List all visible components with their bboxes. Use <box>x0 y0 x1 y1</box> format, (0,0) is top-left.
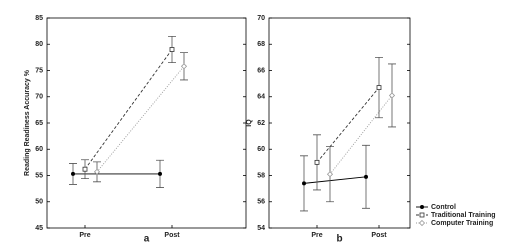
marker <box>388 92 396 99</box>
legend-label: Traditional Training <box>431 212 496 219</box>
y-tick-label: 54 <box>257 225 265 232</box>
x-tick-label: Post <box>164 232 180 239</box>
marker <box>364 174 368 179</box>
y-tick-label: 60 <box>35 146 43 153</box>
x-tick-label: Pre <box>311 232 322 239</box>
plot-frame <box>268 17 411 229</box>
x-tick-label: Post <box>371 232 387 239</box>
panel-label: a <box>144 234 150 245</box>
series-line <box>84 49 173 170</box>
series-line <box>96 66 185 173</box>
series-line <box>316 87 380 163</box>
marker <box>82 166 88 172</box>
marker <box>93 168 101 175</box>
marker <box>158 171 162 176</box>
y-tick-label: 55 <box>35 172 43 179</box>
x-tick-label: Pre <box>79 232 90 239</box>
y-tick-label: 60 <box>257 146 265 153</box>
marker <box>376 85 382 90</box>
y-tick-label: 50 <box>35 199 43 206</box>
y-tick-label: 58 <box>257 172 265 179</box>
y-tick-label: 68 <box>257 41 265 48</box>
marker <box>418 219 426 227</box>
series-line <box>303 176 367 184</box>
legend-label: Control <box>431 204 456 211</box>
y-tick-label: 65 <box>35 120 43 127</box>
legend-label: Computer Training <box>431 220 493 227</box>
y-tick-label: 62 <box>257 120 265 127</box>
plot-frame <box>46 17 247 229</box>
marker <box>169 47 175 52</box>
y-tick-label: 70 <box>35 94 43 101</box>
marker <box>302 181 306 186</box>
y-tick-label: 56 <box>257 199 265 206</box>
y-tick-label: 85 <box>35 15 43 22</box>
series-line <box>329 95 393 175</box>
y-axis-label: Reading Readiness Accuracy % <box>24 69 31 176</box>
y-tick-label: 66 <box>257 67 265 74</box>
marker <box>420 205 424 209</box>
y-tick-label: 45 <box>35 225 43 232</box>
panel-label: b <box>336 234 342 245</box>
marker <box>314 159 320 165</box>
marker <box>326 171 334 178</box>
y-tick-label: 64 <box>257 94 265 101</box>
marker <box>419 212 425 218</box>
y-tick-label: 80 <box>35 41 43 48</box>
marker <box>71 171 75 176</box>
y-tick-label: 75 <box>35 67 43 74</box>
marker <box>180 63 188 70</box>
y-tick-label: 70 <box>257 15 265 22</box>
y-axis-label: IQ <box>246 119 253 127</box>
